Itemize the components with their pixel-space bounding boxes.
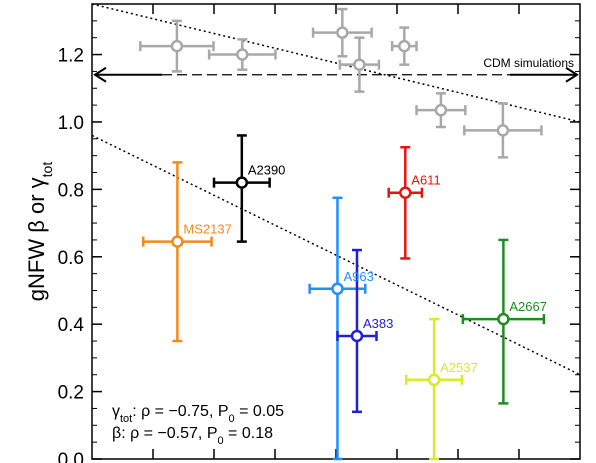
point-a2667 (461, 238, 546, 405)
sim-point-1 (139, 19, 215, 73)
y-tick-label: 1.0 (58, 113, 84, 134)
y-tick-label: 0.0 (58, 450, 84, 463)
label-a963: A963 (343, 269, 373, 284)
trend-line-1 (91, 3, 581, 123)
sim-point-5-marker (398, 39, 411, 53)
point-a2390-marker (235, 176, 249, 189)
point-a611 (387, 145, 424, 260)
label-a383: A383 (363, 316, 393, 331)
trend-line-2 (91, 134, 581, 376)
y-tick-label: 0.8 (58, 180, 84, 201)
stat-line-1: γtot: ρ = −0.75, P0 = 0.05 (112, 403, 284, 425)
point-a963-marker (331, 282, 344, 296)
plot-frame (91, 3, 581, 460)
sim-point-4-marker (353, 58, 366, 71)
sim-point-6-marker (434, 103, 448, 117)
point-a2667-marker (497, 312, 510, 326)
point-ms2137 (141, 161, 213, 343)
point-a383 (336, 248, 378, 414)
point-a383-marker (350, 329, 364, 343)
point-ms2137-marker (171, 235, 184, 248)
cdm-arrow-left (93, 66, 107, 83)
y-tick-label: 0.6 (58, 248, 84, 269)
sim-point-2 (207, 38, 277, 71)
y-tick-label: 0.4 (58, 315, 85, 336)
sim-point-7-marker (496, 124, 510, 137)
sim-point-7 (463, 102, 543, 159)
sim-point-3 (311, 7, 373, 58)
label-a2667: A2667 (509, 299, 547, 314)
cdm-label: CDM simulations (483, 56, 574, 70)
point-a2390 (212, 134, 271, 243)
label-a2537: A2537 (440, 360, 478, 375)
sim-point-4 (338, 36, 381, 93)
label-a611: A611 (411, 173, 440, 188)
sim-point-5 (390, 26, 418, 66)
label-ms2137: MS2137 (183, 222, 231, 237)
label-a2390: A2390 (248, 163, 286, 178)
sim-point-3-marker (336, 26, 349, 39)
point-a2537 (405, 317, 464, 461)
y-axis-title: gNFW β or γtot (24, 162, 55, 302)
y-tick-label: 0.2 (58, 383, 84, 404)
point-a611-marker (399, 186, 412, 199)
sim-point-1-marker (170, 39, 184, 53)
point-a2537-marker (427, 373, 441, 387)
stat-line-2: β: ρ = −0.57, P0 = 0.18 (112, 425, 273, 447)
y-tick-label: 1.2 (58, 46, 84, 67)
sim-point-6 (415, 92, 467, 129)
cdm-arrow-right (565, 66, 579, 83)
sim-point-2-marker (236, 48, 249, 61)
